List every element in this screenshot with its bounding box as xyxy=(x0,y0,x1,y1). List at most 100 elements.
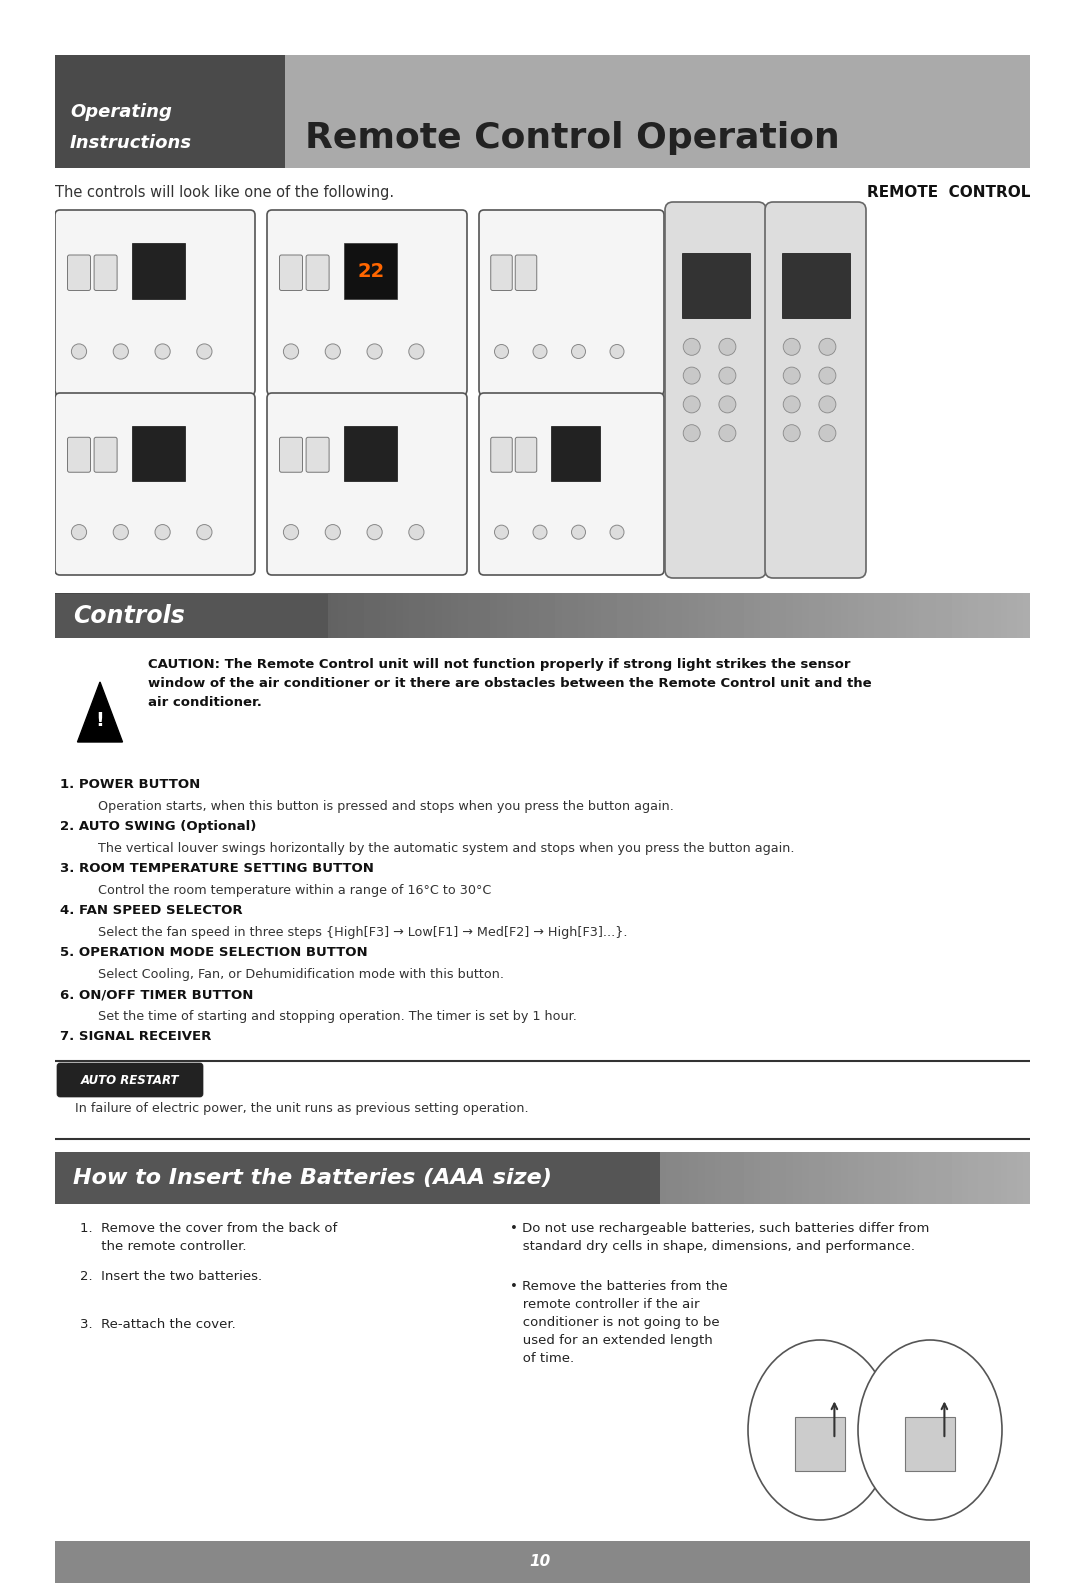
Circle shape xyxy=(409,524,424,540)
Text: 4. FAN SPEED SELECTOR: 4. FAN SPEED SELECTOR xyxy=(60,904,243,917)
Bar xyxy=(132,244,186,299)
Text: Instructions: Instructions xyxy=(70,135,192,152)
Text: REMOTE  CONTROL: REMOTE CONTROL xyxy=(866,185,1030,199)
Text: 1. POWER BUTTON: 1. POWER BUTTON xyxy=(60,777,200,792)
Circle shape xyxy=(684,424,700,442)
Circle shape xyxy=(113,524,129,540)
Circle shape xyxy=(819,339,836,355)
FancyBboxPatch shape xyxy=(490,437,512,472)
Circle shape xyxy=(783,367,800,385)
Text: Operation starts, when this button is pressed and stops when you press the butto: Operation starts, when this button is pr… xyxy=(98,799,674,814)
Ellipse shape xyxy=(748,1339,892,1520)
Circle shape xyxy=(610,345,624,358)
Bar xyxy=(345,426,397,481)
Bar xyxy=(551,426,599,481)
Circle shape xyxy=(534,526,546,540)
Text: The vertical louver swings horizontally by the automatic system and stops when y: The vertical louver swings horizontally … xyxy=(98,842,795,855)
Bar xyxy=(55,1152,660,1205)
Text: 7. SIGNAL RECEIVER: 7. SIGNAL RECEIVER xyxy=(60,1031,212,1043)
Circle shape xyxy=(783,424,800,442)
Text: How to Insert the Batteries (AAA size): How to Insert the Batteries (AAA size) xyxy=(73,1168,552,1187)
Circle shape xyxy=(367,344,382,359)
FancyBboxPatch shape xyxy=(57,1064,203,1097)
Circle shape xyxy=(325,524,340,540)
Text: Remote Control Operation: Remote Control Operation xyxy=(305,120,840,155)
FancyBboxPatch shape xyxy=(94,255,117,291)
Text: • Remove the batteries from the
   remote controller if the air
   conditioner i: • Remove the batteries from the remote c… xyxy=(510,1281,728,1365)
FancyBboxPatch shape xyxy=(67,437,91,472)
Circle shape xyxy=(113,344,129,359)
Ellipse shape xyxy=(858,1339,1002,1520)
FancyBboxPatch shape xyxy=(280,255,302,291)
FancyBboxPatch shape xyxy=(515,255,537,291)
Text: !: ! xyxy=(95,711,105,730)
FancyBboxPatch shape xyxy=(280,437,302,472)
Bar xyxy=(345,244,397,299)
Polygon shape xyxy=(78,682,122,742)
Text: 3. ROOM TEMPERATURE SETTING BUTTON: 3. ROOM TEMPERATURE SETTING BUTTON xyxy=(60,863,374,875)
Text: The controls will look like one of the following.: The controls will look like one of the f… xyxy=(55,185,394,199)
Bar xyxy=(55,594,328,638)
FancyBboxPatch shape xyxy=(267,393,467,575)
FancyBboxPatch shape xyxy=(480,211,664,396)
Text: Set the time of starting and stopping operation. The timer is set by 1 hour.: Set the time of starting and stopping op… xyxy=(98,1010,577,1023)
Text: 1.  Remove the cover from the back of
     the remote controller.: 1. Remove the cover from the back of the… xyxy=(80,1222,337,1254)
Text: Controls: Controls xyxy=(73,605,185,628)
Bar xyxy=(0,0,55,1583)
Circle shape xyxy=(684,367,700,385)
Circle shape xyxy=(495,526,509,540)
FancyBboxPatch shape xyxy=(50,1061,1035,1140)
Text: 22: 22 xyxy=(357,261,384,280)
Circle shape xyxy=(719,339,735,355)
Circle shape xyxy=(719,424,735,442)
FancyBboxPatch shape xyxy=(665,203,766,578)
FancyBboxPatch shape xyxy=(55,211,255,396)
Bar xyxy=(1030,0,1080,1583)
Text: 3.  Re-attach the cover.: 3. Re-attach the cover. xyxy=(80,1319,235,1331)
Text: AUTO RESTART: AUTO RESTART xyxy=(81,1073,179,1086)
Circle shape xyxy=(571,526,585,540)
Circle shape xyxy=(719,396,735,413)
Circle shape xyxy=(283,344,298,359)
Circle shape xyxy=(325,344,340,359)
Circle shape xyxy=(783,339,800,355)
Circle shape xyxy=(819,424,836,442)
Text: 2.  Insert the two batteries.: 2. Insert the two batteries. xyxy=(80,1270,262,1282)
Text: Select the fan speed in three steps {High[F3] → Low[F1] → Med[F2] → High[F3]...}: Select the fan speed in three steps {Hig… xyxy=(98,926,627,939)
Circle shape xyxy=(684,339,700,355)
Text: 2. AUTO SWING (Optional): 2. AUTO SWING (Optional) xyxy=(60,820,256,833)
Text: • Do not use rechargeable batteries, such batteries differ from
   standard dry : • Do not use rechargeable batteries, suc… xyxy=(510,1222,930,1254)
Circle shape xyxy=(571,345,585,358)
Circle shape xyxy=(197,524,212,540)
FancyBboxPatch shape xyxy=(765,203,866,578)
FancyBboxPatch shape xyxy=(267,211,467,396)
Bar xyxy=(55,55,285,168)
Text: Select Cooling, Fan, or Dehumidification mode with this button.: Select Cooling, Fan, or Dehumidification… xyxy=(98,967,504,981)
Circle shape xyxy=(495,345,509,358)
Circle shape xyxy=(783,396,800,413)
Bar xyxy=(681,253,750,318)
Bar xyxy=(132,426,186,481)
Circle shape xyxy=(684,396,700,413)
FancyBboxPatch shape xyxy=(67,255,91,291)
Circle shape xyxy=(156,524,171,540)
Text: Control the room temperature within a range of 16°C to 30°C: Control the room temperature within a ra… xyxy=(98,883,491,898)
Circle shape xyxy=(819,396,836,413)
Circle shape xyxy=(156,344,171,359)
Text: CAUTION: The Remote Control unit will not function properly if strong light stri: CAUTION: The Remote Control unit will no… xyxy=(148,659,872,709)
Text: 6. ON/OFF TIMER BUTTON: 6. ON/OFF TIMER BUTTON xyxy=(60,988,254,1000)
Circle shape xyxy=(719,367,735,385)
Bar xyxy=(0,1540,1080,1583)
FancyBboxPatch shape xyxy=(480,393,664,575)
FancyBboxPatch shape xyxy=(515,437,537,472)
Circle shape xyxy=(367,524,382,540)
Bar xyxy=(782,253,850,318)
Text: 10: 10 xyxy=(529,1555,551,1569)
Bar xyxy=(285,55,1030,168)
FancyBboxPatch shape xyxy=(306,437,329,472)
Circle shape xyxy=(534,345,546,358)
Circle shape xyxy=(197,344,212,359)
Text: Operating: Operating xyxy=(70,103,172,120)
Bar xyxy=(795,1417,846,1471)
Bar xyxy=(0,0,1080,55)
